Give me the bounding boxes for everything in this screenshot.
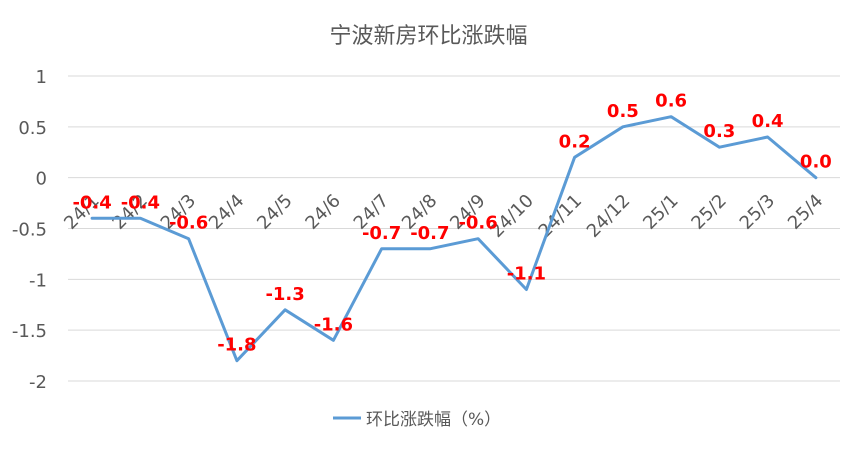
x-tick-label: 25/4	[784, 190, 827, 233]
data-label-group: -0.4 -0.4 -0.6 -1.8 -1.3 -1.6 -0.7 -0.7 -0.6 -1.1…	[72, 91, 831, 356]
x-tick-label: 24/6	[301, 190, 344, 233]
y-tick-label: -2	[29, 372, 47, 393]
series-line	[90, 115, 818, 363]
data-label: -0.6	[169, 213, 208, 234]
y-axis-tick-labels: 1 0.5 0 -0.5 -1 -1.5 -2	[12, 67, 47, 393]
y-tick-label: -1.5	[12, 321, 47, 342]
data-label: -0.4	[72, 192, 111, 213]
x-tick-label: 25/1	[639, 190, 682, 233]
y-tick-label: 0	[36, 169, 47, 190]
data-label: 0.6	[655, 91, 687, 112]
x-tick-label: 25/2	[687, 190, 730, 233]
data-label: -0.7	[410, 223, 449, 244]
data-label: 0.2	[559, 131, 591, 152]
x-tick-label: 24/5	[253, 190, 296, 233]
data-label: -1.8	[217, 335, 256, 356]
data-label: -0.7	[362, 223, 401, 244]
x-tick-label: 24/12	[583, 190, 635, 242]
y-tick-label: 0.5	[18, 118, 47, 139]
data-label: -1.1	[507, 264, 546, 285]
data-label: 0.4	[752, 111, 784, 132]
data-label: -1.6	[314, 314, 353, 335]
y-tick-label: -1	[29, 270, 47, 291]
data-label: 0.5	[607, 101, 639, 122]
series-group	[90, 115, 818, 363]
data-label: 0.3	[703, 121, 735, 142]
grid-lines	[68, 75, 840, 382]
data-label: -0.6	[458, 213, 497, 234]
y-tick-label: -0.5	[12, 220, 47, 241]
data-label: -0.4	[121, 192, 160, 213]
legend: 环比涨跌幅（%）	[333, 410, 501, 430]
chart-title: 宁波新房环比涨跌幅	[329, 24, 527, 49]
data-label: 0.0	[800, 152, 832, 173]
y-tick-label: 1	[36, 67, 47, 88]
x-tick-label: 24/4	[205, 190, 248, 233]
data-label: -1.3	[265, 284, 304, 305]
legend-label: 环比涨跌幅（%）	[366, 410, 501, 430]
x-tick-label: 25/3	[736, 190, 779, 233]
